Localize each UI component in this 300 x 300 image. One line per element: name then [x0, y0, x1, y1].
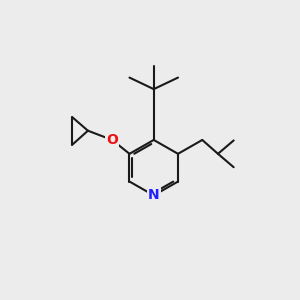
Text: O: O [106, 133, 118, 147]
Text: N: N [148, 188, 160, 203]
